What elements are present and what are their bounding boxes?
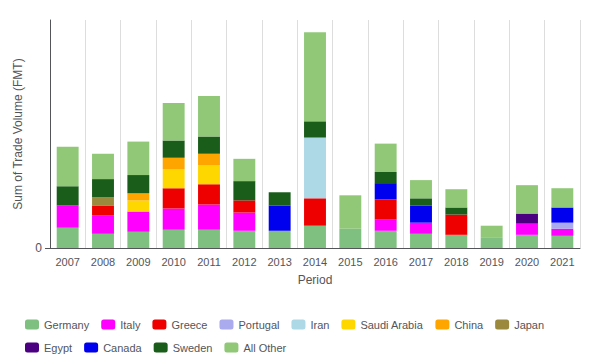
svg-text:Iran: Iran <box>310 319 329 331</box>
svg-text:2010: 2010 <box>161 256 185 268</box>
svg-text:2017: 2017 <box>409 256 433 268</box>
svg-text:0: 0 <box>35 241 42 255</box>
svg-text:2016: 2016 <box>373 256 397 268</box>
svg-text:China: China <box>454 319 484 331</box>
svg-text:Portugal: Portugal <box>238 319 279 331</box>
svg-text:2018: 2018 <box>444 256 468 268</box>
svg-text:2013: 2013 <box>267 256 291 268</box>
svg-text:2014: 2014 <box>303 256 327 268</box>
svg-text:2015: 2015 <box>338 256 362 268</box>
svg-text:Canada: Canada <box>103 342 142 354</box>
svg-text:2008: 2008 <box>91 256 115 268</box>
svg-text:Greece: Greece <box>171 319 207 331</box>
svg-text:Germany: Germany <box>44 319 90 331</box>
svg-text:2019: 2019 <box>479 256 503 268</box>
svg-text:Period: Period <box>298 273 333 287</box>
svg-text:2007: 2007 <box>55 256 79 268</box>
svg-text:2020: 2020 <box>515 256 539 268</box>
svg-text:2012: 2012 <box>232 256 256 268</box>
svg-text:2021: 2021 <box>550 256 574 268</box>
svg-text:Saudi Arabia: Saudi Arabia <box>360 319 423 331</box>
svg-text:Japan: Japan <box>514 319 544 331</box>
svg-text:2009: 2009 <box>126 256 150 268</box>
svg-text:Sweden: Sweden <box>173 342 213 354</box>
svg-text:Sum of Trade Volume (FMT): Sum of Trade Volume (FMT) <box>11 58 25 209</box>
svg-text:Italy: Italy <box>120 319 141 331</box>
svg-text:All Other: All Other <box>243 342 286 354</box>
svg-text:Egypt: Egypt <box>44 342 72 354</box>
svg-text:2011: 2011 <box>197 256 221 268</box>
